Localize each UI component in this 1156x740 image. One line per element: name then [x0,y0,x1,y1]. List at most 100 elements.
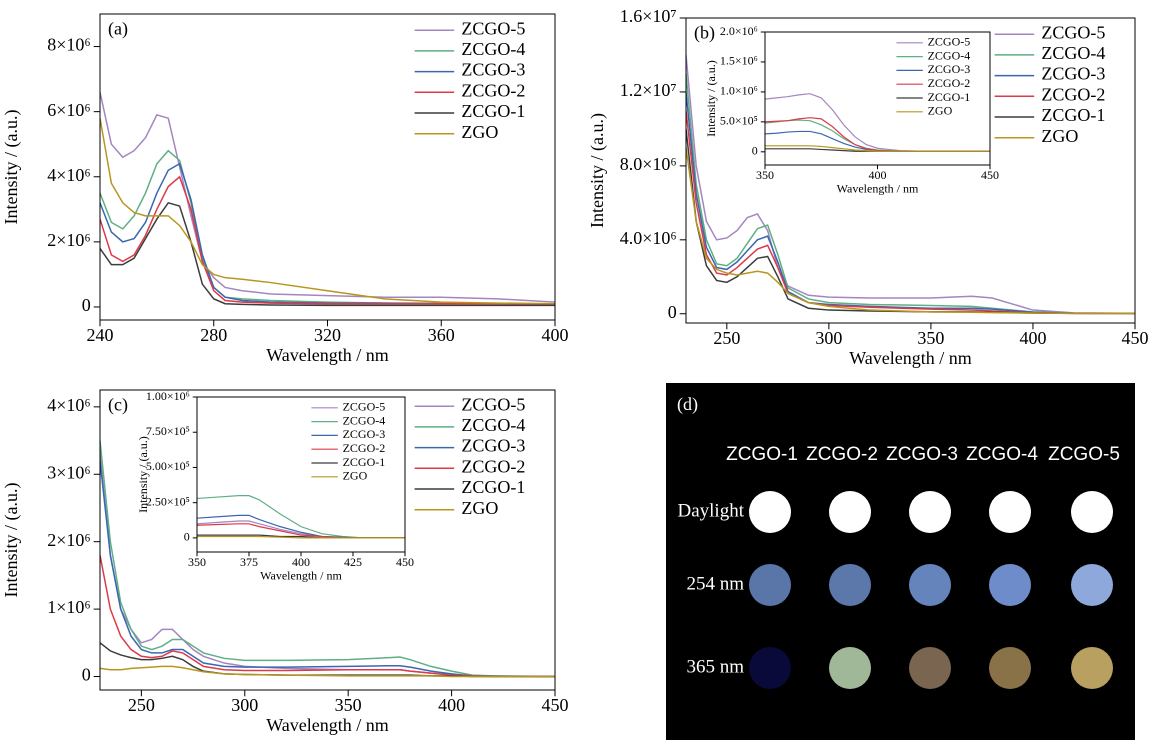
sample-spot [989,491,1031,533]
x-axis-label: Wavelength / nm [260,568,342,582]
y-tick-label: 1.6×10⁷ [620,6,677,26]
legend-label: ZGO [928,104,953,118]
plot-background [765,32,990,165]
legend-label: ZGO [343,469,368,483]
x-tick-label: 350 [335,695,362,715]
plot-frame [99,389,556,691]
y-tick-label: 4×10⁶ [47,395,90,415]
x-tick-label: 280 [200,325,227,345]
column-header: ZCGO-3 [886,444,958,465]
y-tick-label: 5.00×10⁵ [146,459,190,473]
sample-spot [749,647,791,689]
legend-label: ZCGO-5 [928,35,971,49]
series-line [765,93,990,152]
plot-frame [764,31,991,166]
sample-spot [829,564,871,606]
column-header: ZCGO-1 [726,444,798,465]
x-tick-label: 360 [428,325,455,345]
legend-label: ZGO [1041,126,1078,146]
x-tick-label: 450 [1122,328,1149,348]
series-line [686,110,1135,315]
x-axis-label: Wavelength / nm [849,348,972,368]
plot-frame [99,13,556,321]
x-axis-label: Wavelength / nm [266,345,389,365]
legend-label: ZCGO-3 [1041,64,1105,84]
legend-label: ZCGO-3 [461,436,525,456]
legend-label: ZCGO-1 [343,455,386,469]
x-tick-label: 400 [542,325,569,345]
series-line [100,175,555,306]
legend-label: ZCGO-3 [461,60,525,80]
x-tick-label: 375 [240,555,258,569]
y-tick-label: 1.2×10⁷ [620,80,677,100]
plot-lines [100,91,555,307]
legend-label: ZCGO-5 [461,394,525,414]
x-tick-label: 450 [396,555,414,569]
sample-spot [989,647,1031,689]
sample-spot [829,491,871,533]
series-line [100,440,555,678]
y-tick-label: 1×10⁶ [47,597,90,617]
series-line [686,147,1135,315]
plot-lines [197,495,405,539]
y-axis-label: Intensity / (a.u.) [587,113,608,228]
x-tick-label: 400 [438,695,465,715]
legend-label: ZCGO-5 [343,400,386,414]
sample-spot [1071,564,1113,606]
sample-spot [909,647,951,689]
series-line [765,145,990,152]
series-line [100,555,555,678]
series-line [100,118,555,305]
x-tick-label: 350 [917,328,944,348]
y-tick-label: 8×10⁶ [47,35,90,55]
legend-label: ZCGO-2 [1041,84,1105,104]
legend-label: ZCGO-5 [461,18,525,38]
x-tick-label: 400 [869,168,887,182]
legend-label: ZCGO-4 [461,415,525,435]
legend-label: ZCGO-4 [461,39,525,59]
series-line [197,535,405,539]
series-line [100,460,555,678]
y-tick-label: 8.0×10⁶ [620,154,677,174]
y-tick-label: 2.50×10⁵ [146,494,190,508]
legend-label: ZGO [461,122,498,142]
legend-label: ZCGO-4 [343,413,386,427]
series-line [100,665,555,678]
plot-lines [100,440,555,678]
legend-label: ZGO [461,498,498,518]
x-tick-label: 400 [1019,328,1046,348]
sample-spot [909,564,951,606]
legend-label: ZCGO-5 [1041,22,1105,42]
series-line [686,91,1135,315]
plot-background [100,14,555,320]
legend-label: ZCGO-2 [343,441,386,455]
x-tick-label: 450 [981,168,999,182]
y-tick-label: 2×10⁶ [47,530,90,550]
legend-label: ZCGO-3 [928,62,971,76]
x-tick-label: 400 [292,555,310,569]
y-tick-label: 4.0×10⁶ [620,228,677,248]
y-tick-label: 3×10⁶ [47,462,90,482]
y-axis-label: Intensity / (a.u.) [704,60,718,137]
y-tick-label: 6×10⁶ [47,100,90,120]
y-tick-label: 2×10⁶ [47,230,90,250]
y-tick-label: 0 [82,295,91,315]
y-axis-label: Intensity / (a.u.) [1,483,22,598]
plot-frame [685,17,1136,324]
x-tick-label: 300 [815,328,842,348]
legend-label: ZCGO-1 [461,477,525,497]
y-tick-label: 1.5×10⁶ [720,54,758,68]
panel-label: (a) [108,18,128,39]
x-tick-label: 320 [314,325,341,345]
y-axis-label: Intensity / (a.u.) [1,110,22,225]
legend-label: ZCGO-2 [461,456,525,476]
column-header: ZCGO-5 [1048,444,1120,465]
series-line [100,201,555,307]
legend-label: ZCGO-3 [343,427,386,441]
row-label: Daylight [678,500,745,521]
photo-panel [666,383,1135,740]
plot-frame [196,396,406,553]
plot-lines [765,93,990,152]
x-tick-label: 250 [128,695,155,715]
